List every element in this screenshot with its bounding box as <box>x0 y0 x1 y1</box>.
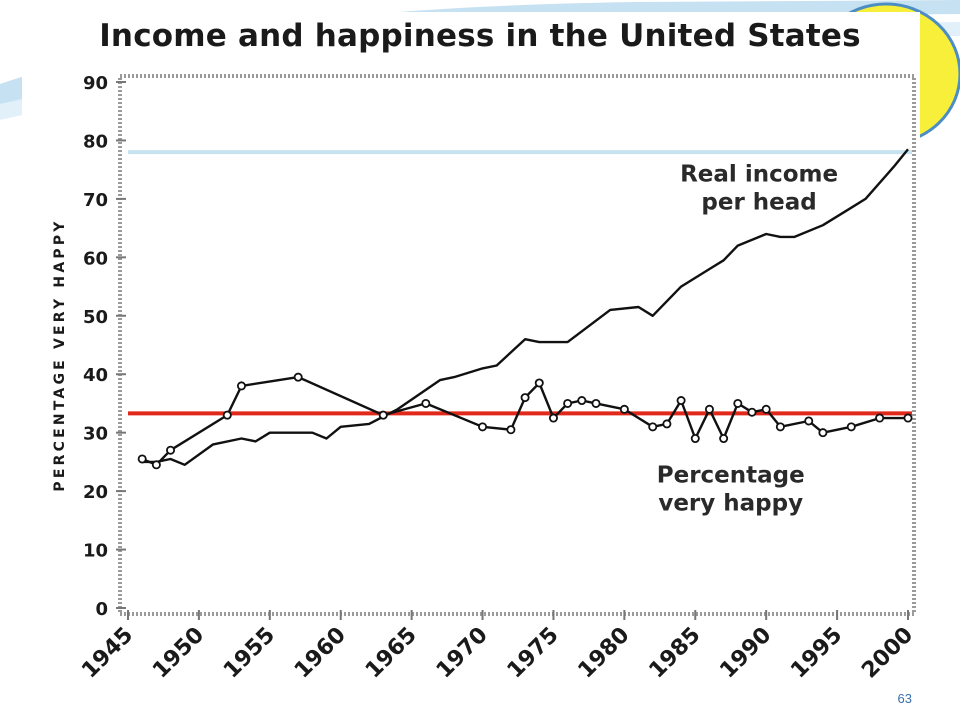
data-point-happiness <box>548 413 558 423</box>
data-point-happiness <box>534 378 544 388</box>
y-axis-label: PERCENTAGE VERY HAPPY <box>52 218 68 491</box>
label-real-income: Real income <box>680 161 838 187</box>
x-tick-label: 1990 <box>715 623 776 684</box>
slide-number: 63 <box>897 691 912 706</box>
data-point-happiness <box>137 454 147 464</box>
data-point-happiness <box>775 422 785 432</box>
y-tick-label: 30 <box>83 424 108 445</box>
data-point-happiness <box>478 422 488 432</box>
data-point-happiness <box>506 425 516 435</box>
label-real-income: per head <box>701 189 816 215</box>
x-tick-label: 1960 <box>290 623 351 684</box>
data-point-happiness <box>421 398 431 408</box>
data-point-happiness <box>151 460 161 470</box>
y-tick-label: 60 <box>83 248 108 269</box>
data-point-happiness <box>761 404 771 414</box>
data-point-happiness <box>577 396 587 406</box>
series-line-income <box>142 148 909 466</box>
series-group <box>137 148 913 470</box>
data-point-happiness <box>222 410 232 420</box>
x-tick-label: 1970 <box>432 623 493 684</box>
data-point-happiness <box>166 445 176 455</box>
data-point-happiness <box>719 434 729 444</box>
chart-title: Income and happiness in the United State… <box>99 18 861 54</box>
series-line-happiness <box>141 375 908 466</box>
data-point-happiness <box>818 428 828 438</box>
x-tick-label: 2000 <box>857 623 918 684</box>
x-tick-label: 1980 <box>574 623 635 684</box>
data-point-happiness <box>591 398 601 408</box>
data-point-happiness <box>676 396 686 406</box>
data-point-happiness <box>875 413 885 423</box>
data-point-happiness <box>662 419 672 429</box>
y-tick-label: 40 <box>83 365 108 386</box>
x-tick-label: 1995 <box>786 623 847 684</box>
x-tick-label: 1955 <box>219 623 280 684</box>
x-tick-label: 1945 <box>77 623 138 684</box>
data-point-happiness <box>520 393 530 403</box>
y-tick-label: 20 <box>83 482 108 503</box>
data-point-happiness <box>903 413 913 423</box>
data-point-happiness <box>619 404 629 414</box>
data-point-happiness <box>747 407 757 417</box>
y-tick-label: 90 <box>83 73 108 94</box>
y-tick-label: 10 <box>83 541 108 562</box>
y-tick-label: 0 <box>95 599 108 620</box>
data-point-happiness <box>236 381 246 391</box>
x-tick-label: 1965 <box>361 623 422 684</box>
data-point-happiness <box>690 434 700 444</box>
chart-panel <box>22 12 920 704</box>
y-tick-label: 50 <box>83 307 108 328</box>
x-tick-label: 1950 <box>148 623 209 684</box>
y-tick-label: 80 <box>83 131 108 152</box>
label-percentage-happy: Percentage <box>657 462 805 488</box>
data-point-happiness <box>804 416 814 426</box>
data-point-happiness <box>293 372 303 382</box>
data-point-happiness <box>704 404 714 414</box>
label-percentage-happy: very happy <box>658 490 803 516</box>
data-point-happiness <box>378 410 388 420</box>
plot-frame <box>118 74 916 616</box>
y-tick-label: 70 <box>83 190 108 211</box>
x-tick-label: 1985 <box>645 623 706 684</box>
x-tick-label: 1975 <box>503 623 564 684</box>
data-point-happiness <box>648 422 658 432</box>
data-point-happiness <box>563 398 573 408</box>
reference-lines <box>128 150 912 416</box>
data-point-happiness <box>846 422 856 432</box>
data-point-happiness <box>733 398 743 408</box>
